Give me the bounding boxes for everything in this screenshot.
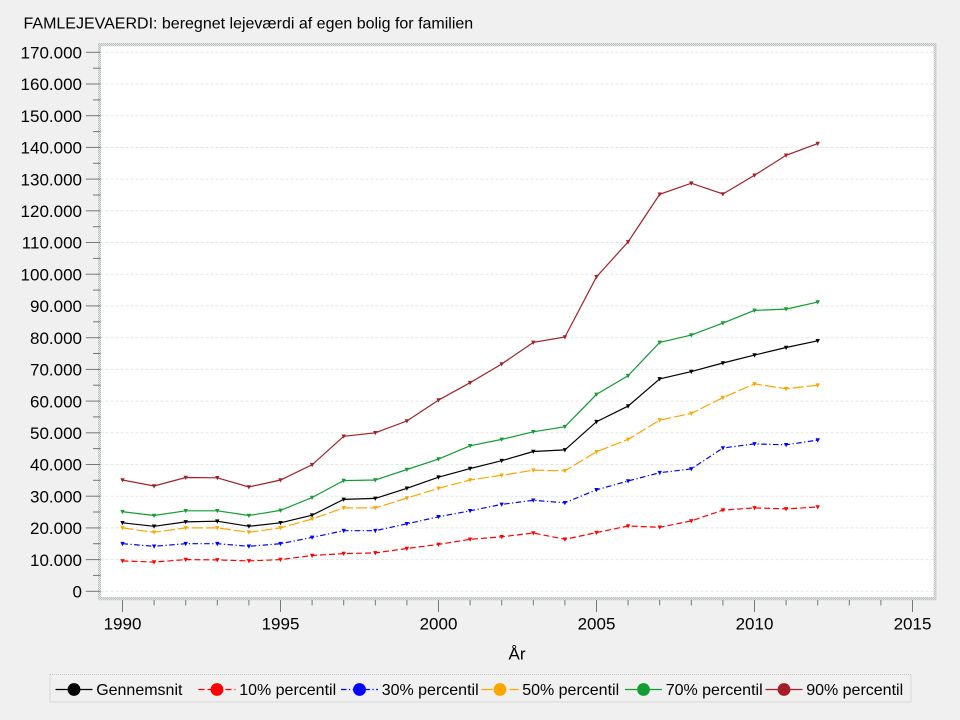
svg-text:70.000: 70.000 <box>30 361 82 380</box>
svg-text:1990: 1990 <box>104 614 142 633</box>
svg-text:30% percentil: 30% percentil <box>382 682 479 699</box>
svg-text:Gennemsnit: Gennemsnit <box>96 682 183 699</box>
svg-text:0: 0 <box>73 583 82 602</box>
svg-text:70% percentil: 70% percentil <box>666 682 763 699</box>
svg-text:90% percentil: 90% percentil <box>806 682 903 699</box>
svg-text:50.000: 50.000 <box>30 424 82 443</box>
svg-text:10.000: 10.000 <box>30 551 82 570</box>
svg-text:FAMLEJEVAERDI: beregnet lejevæ: FAMLEJEVAERDI: beregnet lejeværdi af ege… <box>24 16 474 33</box>
svg-text:110.000: 110.000 <box>22 234 82 253</box>
svg-text:80.000: 80.000 <box>30 329 82 348</box>
svg-text:30.000: 30.000 <box>30 487 82 506</box>
svg-text:120.000: 120.000 <box>21 202 82 221</box>
svg-text:40.000: 40.000 <box>30 456 82 475</box>
svg-text:2010: 2010 <box>736 614 774 633</box>
svg-text:2015: 2015 <box>894 614 932 633</box>
svg-text:1995: 1995 <box>262 614 300 633</box>
svg-text:130.000: 130.000 <box>21 170 82 189</box>
svg-text:160.000: 160.000 <box>21 75 82 94</box>
svg-text:100.000: 100.000 <box>21 265 82 284</box>
svg-text:140.000: 140.000 <box>21 139 82 158</box>
svg-text:2000: 2000 <box>420 614 458 633</box>
svg-text:60.000: 60.000 <box>30 392 82 411</box>
svg-text:170.000: 170.000 <box>21 44 82 63</box>
svg-text:År: År <box>509 645 526 664</box>
svg-text:2005: 2005 <box>578 614 616 633</box>
svg-text:50% percentil: 50% percentil <box>522 682 619 699</box>
svg-text:20.000: 20.000 <box>30 519 82 538</box>
svg-text:150.000: 150.000 <box>21 107 82 126</box>
svg-text:10% percentil: 10% percentil <box>239 682 336 699</box>
svg-text:90.000: 90.000 <box>30 297 82 316</box>
